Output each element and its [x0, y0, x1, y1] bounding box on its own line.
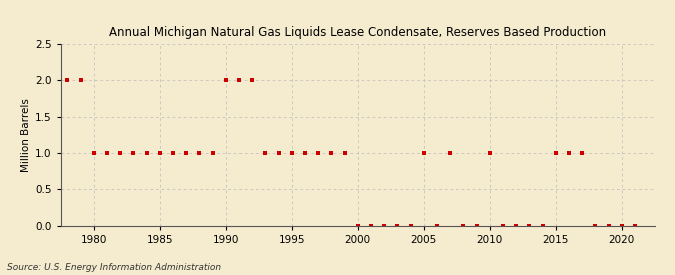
Text: Source: U.S. Energy Information Administration: Source: U.S. Energy Information Administ… [7, 263, 221, 272]
Y-axis label: Million Barrels: Million Barrels [21, 98, 31, 172]
Title: Annual Michigan Natural Gas Liquids Lease Condensate, Reserves Based Production: Annual Michigan Natural Gas Liquids Leas… [109, 26, 606, 39]
